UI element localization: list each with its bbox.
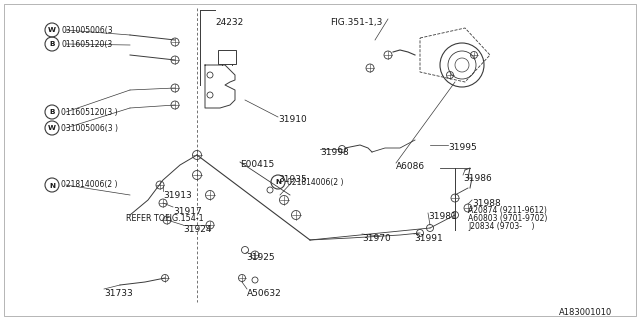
Text: 031005006(3: 031005006(3 [61, 26, 113, 35]
Text: REFER TOFIG.154-1: REFER TOFIG.154-1 [126, 214, 204, 223]
Text: 24232: 24232 [215, 18, 243, 27]
Text: 031005006(3 ): 031005006(3 ) [61, 124, 118, 132]
Text: N: N [49, 182, 55, 188]
Text: E00415: E00415 [240, 160, 275, 169]
Text: A6086: A6086 [396, 162, 425, 171]
Text: 021814006(2 ): 021814006(2 ) [287, 178, 344, 187]
Text: FIG.351-1,3: FIG.351-1,3 [330, 18, 382, 27]
Text: 011605120(3: 011605120(3 [61, 39, 112, 49]
Text: 31998: 31998 [320, 148, 349, 157]
Text: 31986: 31986 [463, 174, 492, 183]
Text: 31925: 31925 [246, 253, 275, 262]
Text: A50632: A50632 [247, 289, 282, 298]
Text: 31935: 31935 [278, 175, 307, 184]
Text: 31995: 31995 [448, 143, 477, 152]
Text: 31913: 31913 [163, 191, 192, 200]
Text: B: B [49, 109, 55, 116]
Text: 31991: 31991 [414, 234, 443, 243]
Text: 31924: 31924 [183, 225, 211, 234]
Text: 31917: 31917 [173, 207, 202, 216]
Text: 31981: 31981 [428, 212, 457, 221]
Text: A183001010: A183001010 [559, 308, 612, 317]
Text: 31733: 31733 [104, 289, 132, 298]
Text: W: W [48, 125, 56, 132]
Text: A60803 (9701-9702): A60803 (9701-9702) [468, 214, 547, 223]
Text: B: B [49, 42, 55, 47]
Text: 31910: 31910 [278, 115, 307, 124]
Text: J20834 (9703-    ): J20834 (9703- ) [468, 222, 534, 231]
Text: 011605120(3 ): 011605120(3 ) [61, 108, 118, 116]
Text: W: W [48, 28, 56, 34]
Text: A20874 (9211-9612): A20874 (9211-9612) [468, 206, 547, 215]
Bar [218, 50, 236, 64]
Text: 021814006(2 ): 021814006(2 ) [61, 180, 118, 189]
Text: 31988: 31988 [472, 199, 500, 208]
Text: 31970: 31970 [362, 234, 391, 243]
Text: N: N [275, 180, 281, 186]
